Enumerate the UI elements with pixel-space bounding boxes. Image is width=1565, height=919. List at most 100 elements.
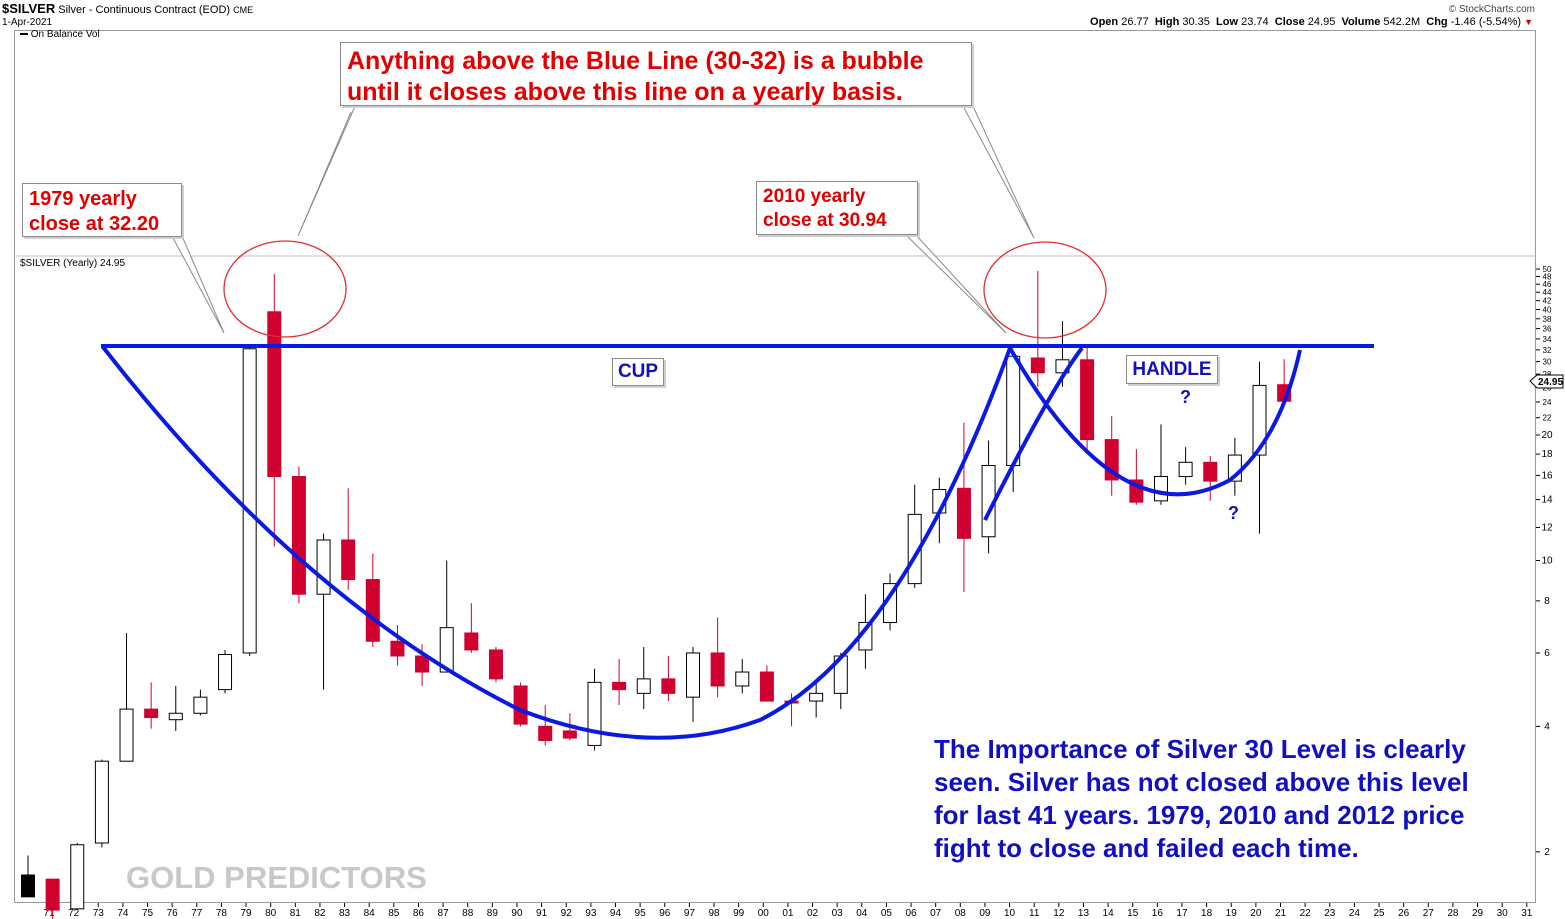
high-value: 30.35: [1182, 16, 1210, 28]
candle: [759, 665, 774, 702]
x-tick-label: 71: [43, 908, 55, 919]
candle: [119, 632, 134, 762]
x-tick-label: 04: [856, 908, 868, 919]
candle-body: [513, 685, 528, 725]
obv-legend: On Balance Vol: [20, 29, 100, 40]
change-value: -1.46 (-5.54%): [1450, 16, 1522, 28]
pointer-1979: [171, 235, 225, 334]
importance-line-1: The Importance of Silver 30 Level is cle…: [934, 734, 1466, 764]
x-tick-label: 27: [1423, 908, 1435, 919]
candle-body: [144, 708, 159, 719]
candle-body: [464, 632, 479, 651]
x-tick-label: 19: [1226, 908, 1238, 919]
candle: [981, 440, 996, 554]
chart-title: $SILVER (Yearly) 24.95: [20, 258, 125, 269]
x-tick-label: 85: [388, 908, 400, 919]
down-arrow-icon: ▼: [1524, 17, 1533, 27]
cup-curve: [101, 345, 1012, 740]
candle-body: [439, 627, 454, 673]
x-tick-label: 78: [216, 908, 228, 919]
candle: [907, 484, 922, 588]
candle-body: [956, 487, 971, 539]
symbol-line: $SILVER Silver - Continuous Contract (EO…: [2, 1, 253, 16]
candle: [809, 682, 824, 718]
candle: [710, 617, 725, 698]
symbol: $SILVER: [2, 1, 56, 16]
candles: [21, 270, 1292, 919]
candle: [1030, 270, 1045, 387]
candle: [1178, 447, 1193, 485]
candle: [1080, 347, 1095, 453]
y-tick-label: 22: [1543, 414, 1552, 423]
candle-body: [365, 579, 380, 642]
importance-line-2: seen. Silver has not closed above this l…: [934, 767, 1469, 797]
x-tick-label: 98: [708, 908, 720, 919]
x-tick-label: 31: [1521, 908, 1533, 919]
x-tick-label: 30: [1497, 908, 1509, 919]
candle: [513, 682, 528, 727]
x-tick-label: 26: [1398, 908, 1410, 919]
y-axis: 2468101214161820222426283032343638404244…: [1536, 265, 1553, 858]
close-2010-callout: 2010 yearly close at 30.94: [756, 181, 918, 235]
candle: [94, 759, 109, 848]
question-mark-2: ?: [1228, 503, 1239, 523]
candle: [661, 656, 676, 702]
candle-body: [21, 874, 35, 898]
candle: [488, 647, 503, 683]
candle: [168, 685, 183, 731]
y-tick-label: 42: [1543, 297, 1552, 306]
candle-body: [686, 652, 701, 698]
x-tick-label: 16: [1152, 908, 1164, 919]
y-tick-label: 8: [1544, 596, 1550, 607]
x-tick-label: 97: [684, 908, 696, 919]
x-tick-label: 18: [1201, 908, 1213, 919]
candle-body: [488, 649, 503, 680]
candle: [1104, 416, 1119, 496]
pointer-bubble-right: [961, 103, 1035, 239]
low-value: 23.74: [1241, 16, 1269, 28]
close-2010-line-2: close at 30.94: [763, 210, 887, 231]
candle-body: [612, 681, 627, 691]
x-tick-label: 89: [487, 908, 499, 919]
x-tick-label: 75: [142, 908, 154, 919]
candle: [464, 603, 479, 653]
x-tick-label: 92: [561, 908, 573, 919]
x-tick-label: 72: [68, 908, 80, 919]
candle-body: [1030, 357, 1045, 374]
x-tick-label: 13: [1078, 908, 1090, 919]
y-tick-label: 30: [1543, 358, 1552, 367]
candle: [267, 273, 282, 547]
candle: [587, 668, 602, 751]
volume-value: 542.2M: [1383, 16, 1421, 28]
last-price-label: 24.95: [1538, 377, 1563, 388]
cup-right-rise: [983, 346, 1084, 521]
close-1979-line-1: 1979 yearly: [29, 188, 137, 210]
candle-body: [94, 760, 109, 844]
x-tick-label: 11: [1029, 908, 1040, 919]
candle-body: [70, 844, 85, 910]
candle-body: [661, 678, 676, 694]
legend-dash-icon: [20, 33, 28, 36]
bubble-note-line-2: until it closes above this line on a yea…: [347, 78, 903, 106]
pointer-2010: [904, 233, 1007, 334]
y-tick-label: 48: [1543, 272, 1552, 281]
bubble-circle-1980: [223, 240, 347, 338]
chart-date: 1-Apr-2021: [2, 17, 53, 28]
y-tick-label: 14: [1541, 495, 1553, 506]
x-tick-label: 15: [1127, 908, 1139, 919]
x-tick-label: 29: [1472, 908, 1484, 919]
x-tick-label: 10: [1004, 908, 1016, 919]
y-tick-label: 2: [1544, 847, 1550, 858]
x-tick-label: 73: [93, 908, 105, 919]
importance-line-3: for last 41 years. 1979, 2010 and 2012 p…: [934, 800, 1465, 830]
candle: [316, 533, 331, 690]
candle: [193, 689, 208, 716]
x-tick-label: 90: [511, 908, 523, 919]
x-tick-label: 95: [635, 908, 647, 919]
y-tick-label: 40: [1543, 305, 1552, 314]
candle: [390, 625, 405, 666]
x-tick-label: 77: [191, 908, 203, 919]
candle-body: [193, 696, 208, 714]
candle: [612, 659, 627, 706]
